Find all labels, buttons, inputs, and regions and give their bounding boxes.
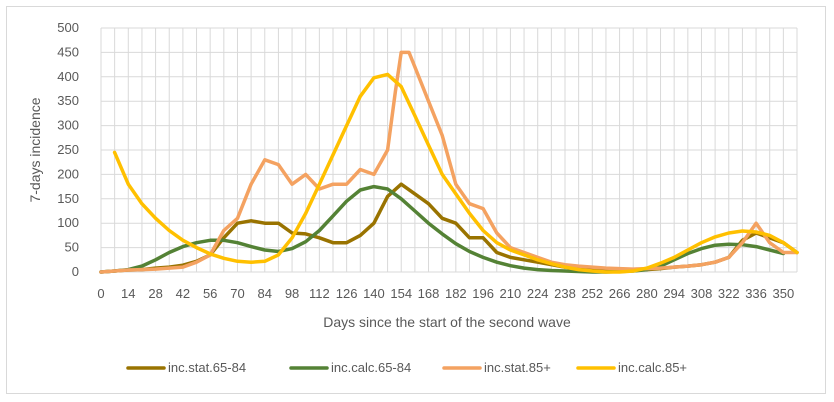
- x-tick-label: 294: [663, 286, 685, 301]
- y-tick-label: 50: [65, 240, 79, 255]
- legend-label-1: inc.calc.65-84: [331, 360, 411, 375]
- x-tick-label: 70: [230, 286, 244, 301]
- y-tick-label: 450: [57, 44, 79, 59]
- y-tick-label: 250: [57, 142, 79, 157]
- y-tick-label: 500: [57, 20, 79, 35]
- x-tick-label: 112: [309, 286, 330, 301]
- y-tick-label: 300: [57, 118, 79, 133]
- x-tick-label: 196: [472, 286, 494, 301]
- legend-label-2: inc.stat.85+: [484, 360, 551, 375]
- x-axis-title: Days since the start of the second wave: [323, 314, 571, 330]
- x-tick-label: 322: [718, 286, 740, 301]
- x-tick-label: 56: [203, 286, 217, 301]
- x-tick-label: 266: [609, 286, 631, 301]
- x-tick-label: 280: [636, 286, 658, 301]
- series-line-2: [99, 50, 799, 274]
- series-line-3: [112, 72, 799, 274]
- x-tick-label: 252: [581, 286, 603, 301]
- x-tick-label: 28: [148, 286, 162, 301]
- y-axis-title: 7-days incidence: [27, 97, 43, 202]
- x-tick-label: 154: [390, 286, 412, 301]
- x-tick-label: 224: [527, 286, 549, 301]
- x-tick-label: 350: [773, 286, 795, 301]
- x-tick-label: 238: [554, 286, 576, 301]
- x-tick-label: 42: [176, 286, 190, 301]
- x-tick-label: 126: [336, 286, 358, 301]
- y-tick-label: 0: [72, 264, 79, 279]
- y-tick-label: 100: [57, 215, 79, 230]
- x-tick-label: 168: [418, 286, 440, 301]
- x-tick-label: 210: [500, 286, 522, 301]
- legend-label-3: inc.calc.85+: [618, 360, 687, 375]
- x-tick-label: 98: [285, 286, 299, 301]
- y-tick-label: 400: [57, 69, 79, 84]
- legend-label-0: inc.stat.65-84: [168, 360, 246, 375]
- x-tick-label: 182: [445, 286, 467, 301]
- y-tick-label: 200: [57, 166, 79, 181]
- y-tick-label: 150: [57, 191, 79, 206]
- x-tick-label: 336: [745, 286, 767, 301]
- x-tick-label: 84: [258, 286, 272, 301]
- x-tick-label: 140: [363, 286, 385, 301]
- x-tick-label: 14: [121, 286, 135, 301]
- x-tick-label: 0: [97, 286, 104, 301]
- y-tick-label: 350: [57, 93, 79, 108]
- series-line-1: [99, 184, 786, 274]
- x-tick-label: 308: [691, 286, 713, 301]
